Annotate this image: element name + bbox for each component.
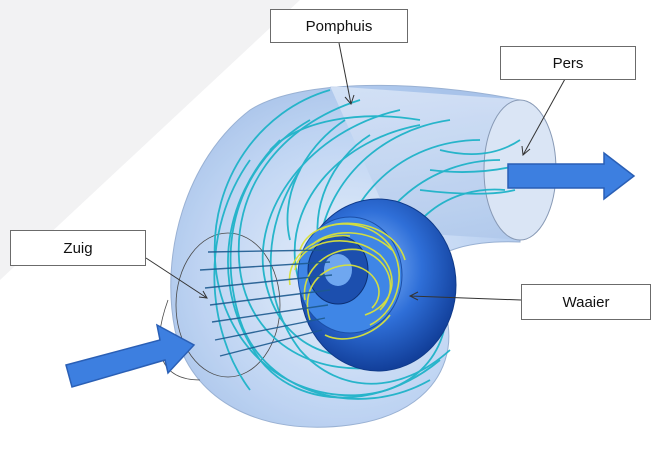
leader-lines xyxy=(145,42,566,301)
label-pers: Pers xyxy=(500,46,636,80)
label-pomphuis: Pomphuis xyxy=(270,9,408,43)
streamlines-suction xyxy=(199,249,333,357)
label-waaier: Waaier xyxy=(521,284,651,320)
background-panel xyxy=(0,0,300,280)
suction-arrow xyxy=(65,323,196,388)
streamlines-yellow xyxy=(288,222,406,340)
discharge-arrow xyxy=(507,151,636,201)
label-zuig: Zuig xyxy=(10,230,146,266)
